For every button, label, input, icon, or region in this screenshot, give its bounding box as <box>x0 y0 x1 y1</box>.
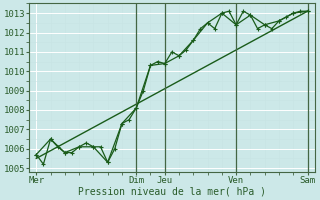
X-axis label: Pression niveau de la mer( hPa ): Pression niveau de la mer( hPa ) <box>78 187 266 197</box>
